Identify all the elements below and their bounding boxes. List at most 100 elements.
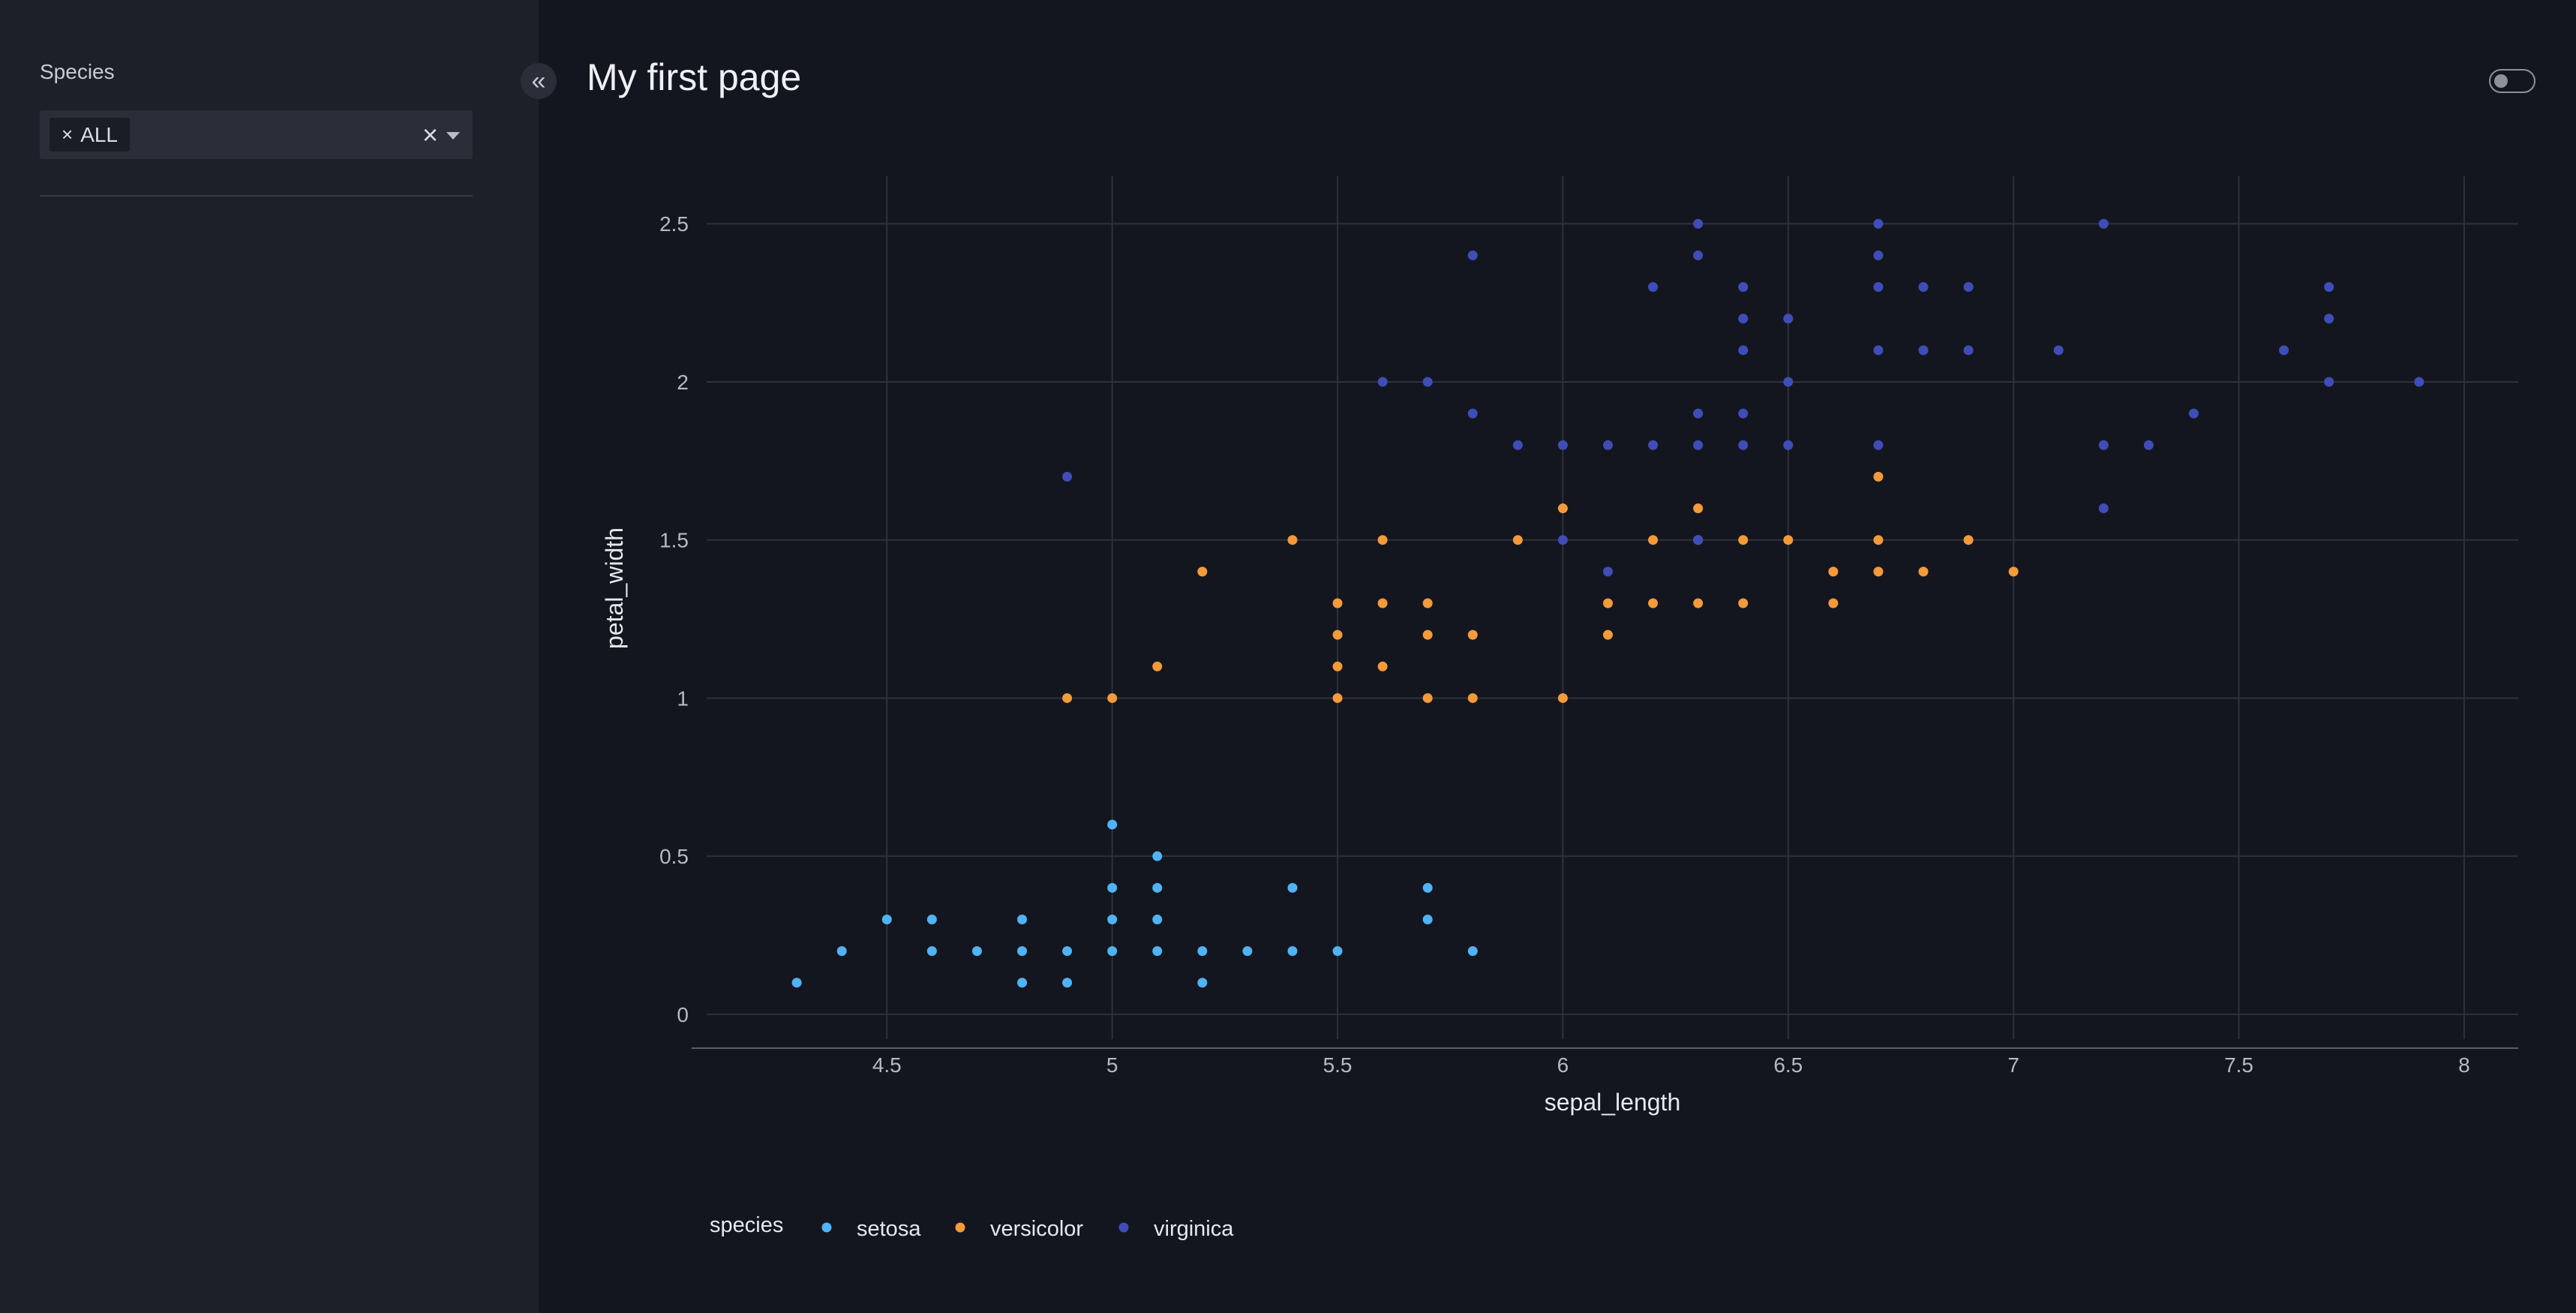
data-point-versicolor[interactable] [1648,535,1659,545]
data-point-virginica[interactable] [1783,440,1794,450]
caret-down-icon[interactable] [446,132,460,140]
data-point-virginica[interactable] [2098,218,2109,229]
data-point-setosa[interactable] [836,946,847,957]
data-point-virginica[interactable] [1738,440,1749,450]
data-point-virginica[interactable] [1873,440,1884,450]
data-point-virginica[interactable] [1557,440,1568,450]
data-point-virginica[interactable] [1557,535,1568,545]
data-point-virginica[interactable] [1783,314,1794,324]
data-point-versicolor[interactable] [1602,598,1613,608]
data-point-setosa[interactable] [1107,914,1118,924]
data-point-virginica[interactable] [1873,218,1884,229]
data-point-setosa[interactable] [1332,946,1343,957]
data-point-versicolor[interactable] [1738,535,1749,545]
data-point-virginica[interactable] [1062,471,1073,482]
data-point-versicolor[interactable] [1197,566,1208,577]
collapse-sidebar-button[interactable]: « [521,63,557,99]
data-point-setosa[interactable] [1422,882,1433,893]
data-point-virginica[interactable] [1918,282,1929,293]
data-point-virginica[interactable] [2143,440,2154,450]
data-point-virginica[interactable] [1738,314,1749,324]
data-point-virginica[interactable] [1963,345,1974,356]
data-point-versicolor[interactable] [1738,598,1749,608]
data-point-virginica[interactable] [1422,377,1433,387]
data-point-versicolor[interactable] [1332,629,1343,640]
data-point-virginica[interactable] [1918,345,1929,356]
data-point-setosa[interactable] [1197,946,1208,957]
data-point-versicolor[interactable] [1332,693,1343,703]
data-point-versicolor[interactable] [1557,693,1568,703]
data-point-virginica[interactable] [1377,377,1388,387]
legend-item-versicolor[interactable]: versicolor [955,1217,1084,1241]
data-point-versicolor[interactable] [1693,598,1704,608]
data-point-setosa[interactable] [881,914,892,924]
data-point-versicolor[interactable] [1377,535,1388,545]
data-point-virginica[interactable] [1467,408,1478,419]
data-point-setosa[interactable] [1062,978,1073,988]
data-point-virginica[interactable] [1648,440,1659,450]
data-point-setosa[interactable] [1017,914,1028,924]
data-point-setosa[interactable] [1107,819,1118,830]
data-point-setosa[interactable] [1242,946,1253,957]
data-point-versicolor[interactable] [1332,598,1343,608]
data-point-virginica[interactable] [2098,440,2109,450]
data-point-virginica[interactable] [1738,408,1749,419]
data-point-setosa[interactable] [1152,851,1163,861]
data-point-versicolor[interactable] [1062,693,1073,703]
data-point-versicolor[interactable] [1107,693,1118,703]
data-point-versicolor[interactable] [1422,598,1433,608]
data-point-versicolor[interactable] [2008,566,2019,577]
data-point-setosa[interactable] [1062,946,1073,957]
data-point-virginica[interactable] [1602,440,1613,450]
data-point-virginica[interactable] [1467,250,1478,260]
data-point-virginica[interactable] [1693,218,1704,229]
data-point-virginica[interactable] [1693,408,1704,419]
data-point-versicolor[interactable] [1422,629,1433,640]
data-point-versicolor[interactable] [1918,566,1929,577]
data-point-virginica[interactable] [2324,314,2334,324]
species-filter-dropdown[interactable]: × ALL × [40,110,473,159]
data-point-virginica[interactable] [1738,345,1749,356]
data-point-versicolor[interactable] [1377,661,1388,672]
data-point-virginica[interactable] [1738,282,1749,293]
data-point-versicolor[interactable] [1873,471,1884,482]
data-point-setosa[interactable] [1287,882,1298,893]
data-point-setosa[interactable] [791,978,802,988]
data-point-virginica[interactable] [1963,282,1974,293]
selected-value-chip[interactable]: × ALL [50,118,131,152]
data-point-setosa[interactable] [1152,882,1163,893]
data-point-virginica[interactable] [2324,377,2334,387]
data-point-setosa[interactable] [1422,914,1433,924]
data-point-setosa[interactable] [1197,978,1208,988]
data-point-versicolor[interactable] [1152,661,1163,672]
data-point-versicolor[interactable] [1828,566,1839,577]
data-point-setosa[interactable] [1107,882,1118,893]
data-point-virginica[interactable] [1873,345,1884,356]
data-point-versicolor[interactable] [1648,598,1659,608]
chip-remove-icon[interactable]: × [62,123,74,146]
legend-item-virginica[interactable]: virginica [1118,1217,1235,1241]
legend-item-setosa[interactable]: setosa [821,1217,922,1241]
data-point-setosa[interactable] [1287,946,1298,957]
data-point-virginica[interactable] [1602,566,1613,577]
data-point-setosa[interactable] [1017,946,1028,957]
data-point-versicolor[interactable] [1287,535,1298,545]
data-point-versicolor[interactable] [1377,598,1388,608]
data-point-virginica[interactable] [2324,282,2334,293]
data-point-setosa[interactable] [1467,946,1478,957]
data-point-virginica[interactable] [2053,345,2064,356]
data-point-virginica[interactable] [2188,408,2199,419]
data-point-versicolor[interactable] [1828,598,1839,608]
data-point-virginica[interactable] [2414,377,2424,387]
data-point-versicolor[interactable] [1783,535,1794,545]
data-point-versicolor[interactable] [1467,693,1478,703]
data-point-setosa[interactable] [1152,946,1163,957]
data-point-virginica[interactable] [1873,282,1884,293]
data-point-setosa[interactable] [926,946,937,957]
theme-toggle-switch[interactable] [2489,69,2535,93]
data-point-setosa[interactable] [971,946,982,957]
data-point-versicolor[interactable] [1467,629,1478,640]
data-point-versicolor[interactable] [1332,661,1343,672]
legend-items[interactable]: setosa versicolor virginica [821,1217,1235,1241]
data-point-versicolor[interactable] [1512,535,1523,545]
